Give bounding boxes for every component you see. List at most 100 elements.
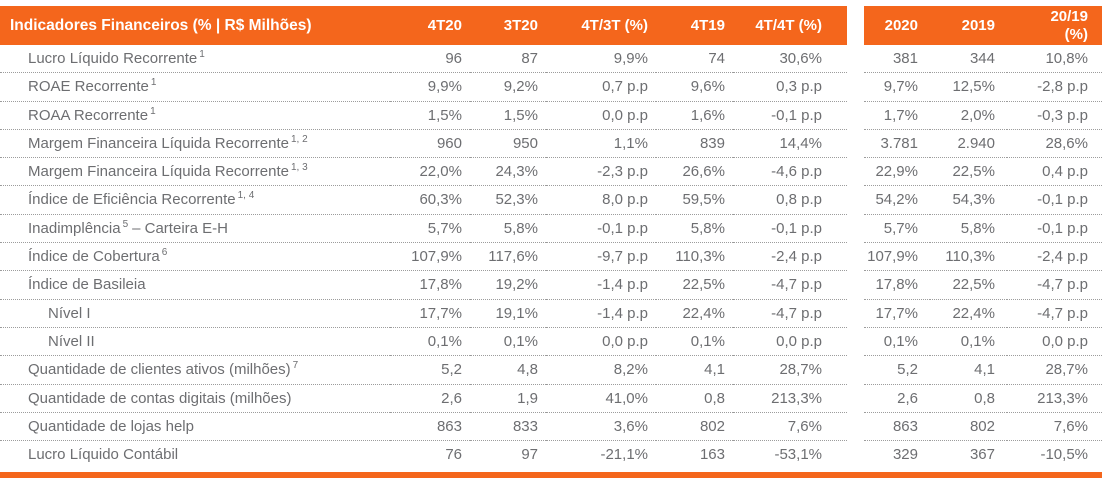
cell-4t19: 9,6% bbox=[656, 73, 733, 102]
row-label: Inadimplência 5– Carteira E-H bbox=[0, 215, 390, 244]
row-label: Quantidade de contas digitais (milhões) bbox=[0, 385, 390, 413]
cell-20-19-pct: 0,0 p.p bbox=[1007, 328, 1102, 357]
row-label: Quantidade de lojas help bbox=[0, 413, 390, 442]
cell-4t20: 107,9% bbox=[390, 243, 470, 272]
cell-4t-3t-pct: -1,4 p.p bbox=[546, 300, 656, 328]
cell-4t-3t-pct: 0,0 p.p bbox=[546, 102, 656, 130]
row-label-text: ROAA Recorrente bbox=[28, 106, 149, 124]
cell-4t-3t-pct: -0,1 p.p bbox=[546, 215, 656, 244]
table-title: Indicadores Financeiros (% | R$ Milhões) bbox=[0, 6, 390, 45]
cell-3t20: 4,8 bbox=[470, 356, 546, 385]
cell-4t20: 5,7% bbox=[390, 215, 470, 244]
cell-2019: 22,5% bbox=[930, 158, 1007, 187]
cell-2019: 0,1% bbox=[930, 328, 1007, 357]
cell-4t-4t-pct: 0,0 p.p bbox=[733, 328, 847, 357]
cell-20-19-pct: 7,6% bbox=[1007, 413, 1102, 442]
cell-2020: 22,9% bbox=[864, 158, 930, 187]
cell-4t-3t-pct: 8,2% bbox=[546, 356, 656, 385]
cell-4t-4t-pct: -4,7 p.p bbox=[733, 271, 847, 300]
footnote-ref: 1 bbox=[199, 49, 205, 60]
cell-2019: 5,8% bbox=[930, 215, 1007, 244]
row-label-suffix: – Carteira E-H bbox=[132, 219, 228, 237]
table-row: ROAA Recorrente 1 1,5% 1,5% 0,0 p.p 1,6% -0,1 … bbox=[0, 102, 1102, 130]
cell-4t-4t-pct: 30,6% bbox=[733, 45, 847, 74]
cell-4t-3t-pct: 3,6% bbox=[546, 413, 656, 442]
column-gap bbox=[847, 186, 864, 214]
row-label: ROAA Recorrente 1 bbox=[0, 102, 390, 130]
row-label: Índice de Basileia bbox=[0, 271, 390, 300]
cell-2020: 3.781 bbox=[864, 130, 930, 159]
row-label: ROAE Recorrente 1 bbox=[0, 73, 390, 102]
cell-4t-3t-pct: 1,1% bbox=[546, 130, 656, 159]
footnote-ref: 1 bbox=[150, 77, 157, 89]
cell-2019: 2.940 bbox=[930, 130, 1007, 159]
footnote-ref: 6 bbox=[161, 247, 168, 259]
cell-3t20: 1,9 bbox=[470, 385, 546, 413]
cell-4t-4t-pct: -0,1 p.p bbox=[733, 215, 847, 244]
cell-4t19: 1,6% bbox=[656, 102, 733, 130]
cell-2019: 4,1 bbox=[930, 356, 1007, 385]
cell-20-19-pct: -2,8 p.p bbox=[1007, 73, 1102, 102]
cell-4t19: 22,5% bbox=[656, 271, 733, 300]
cell-2019: 54,3% bbox=[930, 186, 1007, 215]
row-label-text: Lucro Líquido Contábil bbox=[28, 446, 179, 464]
cell-2020: 329 bbox=[892, 446, 918, 464]
cell-4t-4t-pct: 0,3 p.p bbox=[733, 73, 847, 102]
column-gap bbox=[847, 271, 864, 299]
table-row: Nível I 17,7% 19,1% -1,4 p.p 22,4% -4,7 p.p 17… bbox=[0, 300, 1102, 328]
row-label: Lucro Líquido Contábil bbox=[0, 441, 390, 469]
cell-20-19-pct: -10,5% bbox=[1040, 446, 1088, 464]
cell-2019: 367 bbox=[969, 446, 995, 464]
cell-4t19: 26,6% bbox=[656, 158, 733, 187]
cell-2020: 1,7% bbox=[864, 102, 930, 130]
table-row: Quantidade de clientes ativos (milhões) 7… bbox=[0, 356, 1102, 385]
cell-4t-3t-pct: 8,0 p.p bbox=[546, 186, 656, 215]
row-label: Índice de Cobertura 6 bbox=[0, 243, 390, 272]
cell-4t-4t-pct: -2,4 p.p bbox=[733, 243, 847, 272]
table-row: Lucro Líquido Recorrente 1 96 87 9,9% 74 30,6%… bbox=[0, 45, 1102, 74]
row-label-text: Margem Financeira Líquida Recorrente bbox=[28, 134, 289, 152]
cell-4t19: 163 bbox=[699, 446, 725, 464]
table-header-row: Indicadores Financeiros (% | R$ Milhões)… bbox=[0, 6, 1102, 45]
cell-4t20: 22,0% bbox=[390, 158, 470, 187]
cell-4t19: 110,3% bbox=[656, 243, 733, 272]
col-header-2019: 2019 bbox=[930, 6, 1007, 45]
cell-20-19-pct: 28,7% bbox=[1007, 356, 1102, 385]
cell-4t-3t-pct: -21,1% bbox=[600, 446, 648, 464]
cell-2019: 22,5% bbox=[930, 271, 1007, 300]
cell-4t20: 9,9% bbox=[390, 73, 470, 102]
cell-4t20: 0,1% bbox=[390, 328, 470, 357]
column-gap bbox=[847, 300, 864, 328]
cell-4t-4t-pct: 14,4% bbox=[733, 130, 847, 159]
table-body: Lucro Líquido Recorrente 1 96 87 9,9% 74 30,6%… bbox=[0, 45, 1102, 469]
cell-20-19-pct: 213,3% bbox=[1007, 385, 1102, 413]
table-row: Margem Financeira Líquida Recorrente 1, 2… bbox=[0, 130, 1102, 159]
cell-3t20: 117,6% bbox=[470, 243, 546, 272]
cell-4t-4t-pct: 0,8 p.p bbox=[733, 186, 847, 215]
cell-4t20: 1,5% bbox=[390, 102, 470, 130]
table-row: Inadimplência 5– Carteira E-H 5,7% 5,8% -0,1… bbox=[0, 215, 1102, 244]
cell-4t19: 839 bbox=[656, 130, 733, 159]
cell-4t19: 802 bbox=[656, 413, 733, 442]
cell-4t-3t-pct: 9,9% bbox=[546, 45, 656, 74]
table-row: Quantidade de contas digitais (milhões) 2… bbox=[0, 385, 1102, 413]
cell-20-19-pct: 0,4 p.p bbox=[1007, 158, 1102, 187]
cell-2020: 9,7% bbox=[864, 73, 930, 102]
cell-4t-3t-pct: -2,3 p.p bbox=[546, 158, 656, 187]
column-gap bbox=[847, 413, 864, 441]
cell-2020: 17,8% bbox=[864, 271, 930, 300]
col-header-4t20: 4T20 bbox=[390, 6, 470, 45]
bottom-accent-bar bbox=[0, 472, 1102, 479]
column-gap bbox=[847, 385, 864, 413]
row-label-text: ROAE Recorrente bbox=[28, 78, 149, 96]
column-gap bbox=[847, 328, 864, 356]
cell-4t20: 2,6 bbox=[390, 385, 470, 413]
column-gap bbox=[847, 356, 864, 384]
row-label-text: Lucro Líquido Recorrente bbox=[28, 50, 198, 67]
row-label-text: Índice de Eficiência Recorrente bbox=[28, 191, 236, 209]
cell-3t20: 950 bbox=[470, 130, 546, 159]
row-label-text: Quantidade de contas digitais (milhões) bbox=[28, 389, 292, 407]
column-gap bbox=[847, 73, 864, 101]
column-gap bbox=[847, 243, 864, 271]
